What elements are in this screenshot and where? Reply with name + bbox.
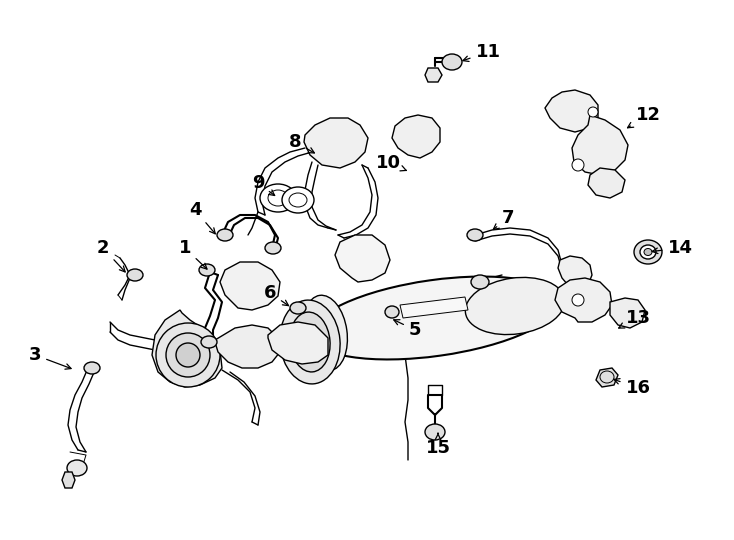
Polygon shape [152,310,222,387]
Text: 15: 15 [426,434,451,457]
Text: 5: 5 [393,320,421,339]
Ellipse shape [425,424,445,440]
Polygon shape [400,297,468,318]
Ellipse shape [127,269,143,281]
Polygon shape [268,322,328,364]
Text: 6: 6 [264,284,288,306]
Ellipse shape [572,294,584,306]
Text: 12: 12 [628,106,661,128]
Ellipse shape [265,242,281,254]
Ellipse shape [217,229,233,241]
Polygon shape [572,115,628,175]
Polygon shape [588,168,625,198]
Text: 16: 16 [614,379,650,397]
Ellipse shape [644,248,652,255]
Polygon shape [610,298,645,328]
Text: 4: 4 [189,201,215,234]
Text: 3: 3 [29,346,71,369]
Ellipse shape [199,264,215,276]
Text: 2: 2 [97,239,126,272]
Text: 7: 7 [493,209,515,230]
Ellipse shape [290,312,330,372]
Ellipse shape [634,240,662,264]
Ellipse shape [442,54,462,70]
Ellipse shape [302,295,347,371]
Polygon shape [545,90,598,132]
Polygon shape [62,472,75,488]
Ellipse shape [156,323,220,387]
Polygon shape [392,115,440,158]
Polygon shape [215,325,280,368]
Ellipse shape [280,300,340,384]
Polygon shape [335,235,390,282]
Ellipse shape [385,306,399,318]
Ellipse shape [467,229,483,241]
Ellipse shape [282,187,314,213]
Text: 10: 10 [376,154,407,172]
Ellipse shape [260,184,296,212]
Polygon shape [596,368,618,387]
Polygon shape [425,68,442,82]
Ellipse shape [311,276,559,360]
Polygon shape [220,262,280,310]
Ellipse shape [84,362,100,374]
Ellipse shape [67,460,87,476]
Text: 11: 11 [463,43,501,62]
Text: 1: 1 [179,239,207,269]
Ellipse shape [290,302,306,314]
Ellipse shape [471,275,489,289]
Ellipse shape [465,278,564,335]
Polygon shape [558,256,592,288]
Ellipse shape [588,107,598,117]
Ellipse shape [201,336,217,348]
Ellipse shape [166,333,210,377]
Text: 13: 13 [619,309,650,328]
Text: 14: 14 [652,239,692,257]
Text: 9: 9 [252,174,275,195]
Polygon shape [555,278,612,322]
Ellipse shape [640,245,656,259]
Text: 8: 8 [288,133,314,153]
Ellipse shape [572,159,584,171]
Polygon shape [304,118,368,168]
Ellipse shape [176,343,200,367]
